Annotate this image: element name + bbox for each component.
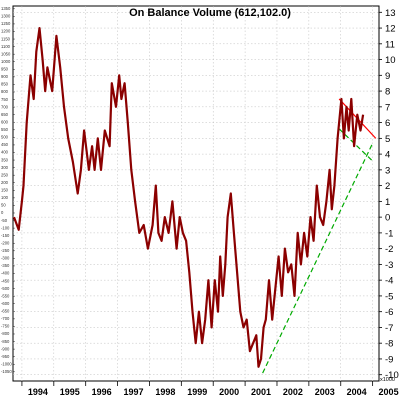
left-tick-label: 800 — [1, 89, 9, 94]
right-tick-label: 13 — [385, 8, 396, 19]
left-tick-label: 400 — [1, 150, 9, 155]
right-tick-label: 2 — [385, 181, 390, 192]
left-tick-label: 550 — [1, 127, 9, 132]
right-tick-label: -8 — [385, 339, 393, 350]
x-tick-label: 2004 — [347, 387, 367, 397]
left-tick-label: 1350 — [1, 6, 11, 11]
right-tick-label: -6 — [385, 307, 393, 318]
right-tick-label: -5 — [385, 291, 393, 302]
right-tick-label: 8 — [385, 87, 390, 98]
left-tick-label: 850 — [1, 82, 9, 87]
right-tick-label: 6 — [385, 118, 390, 129]
left-tick-label: 700 — [1, 104, 9, 109]
left-tick-label: 0 — [1, 210, 4, 215]
left-tick-label: -900 — [1, 346, 10, 351]
x-tick-label: 2005 — [379, 387, 399, 397]
left-axis: 1350130012501200115011001050100095090085… — [1, 6, 15, 374]
left-tick-label: -400 — [1, 271, 10, 276]
right-tick-label: -4 — [385, 276, 393, 287]
left-tick-label: -1000 — [1, 361, 12, 366]
chart-title: On Balance Volume (612,102.0) — [129, 7, 291, 19]
x-tick-label: 2003 — [315, 387, 335, 397]
left-tick-label: 300 — [1, 165, 9, 170]
left-tick-label: -850 — [1, 339, 10, 344]
plot-area — [12, 5, 380, 382]
left-tick-label: 100 — [1, 195, 9, 200]
x-tick-label: 1998 — [155, 387, 175, 397]
left-tick-label: -1050 — [1, 369, 12, 374]
left-tick-label: 150 — [1, 188, 9, 193]
trendline — [262, 144, 373, 374]
left-tick-label: -50 — [1, 218, 8, 223]
x-axis: 1994 1995 1996 1997 1998 1999 2000 2001 2002 2003… — [21, 381, 399, 397]
x-tick-label: 2002 — [283, 387, 303, 397]
left-tick-label: 750 — [1, 97, 9, 102]
left-tick-label: -450 — [1, 278, 10, 283]
right-tick-label: 0 — [385, 213, 390, 224]
left-tick-label: 1300 — [1, 14, 11, 19]
left-tick-label: 600 — [1, 119, 9, 124]
left-tick-label: -700 — [1, 316, 10, 321]
left-tick-label: 50 — [1, 203, 6, 208]
left-tick-label: -250 — [1, 248, 10, 253]
left-tick-label: -800 — [1, 331, 10, 336]
x-tick-label: 1997 — [123, 387, 143, 397]
right-tick-label: 3 — [385, 165, 390, 176]
left-tick-label: -500 — [1, 286, 10, 291]
right-tick-label: 9 — [385, 71, 390, 82]
left-tick-label: -300 — [1, 256, 10, 261]
left-tick-label: -600 — [1, 301, 10, 306]
right-tick-label: 10 — [385, 55, 396, 66]
left-tick-label: 900 — [1, 74, 9, 79]
left-tick-label: -200 — [1, 240, 10, 245]
left-tick-label: 450 — [1, 142, 9, 147]
right-tick-label: -3 — [385, 260, 393, 271]
left-tick-label: 1200 — [1, 29, 11, 34]
left-tick-label: -100 — [1, 225, 10, 230]
left-tick-label: -750 — [1, 324, 10, 329]
left-tick-label: -150 — [1, 233, 10, 238]
left-tick-label: 1000 — [1, 59, 11, 64]
left-tick-label: -350 — [1, 263, 10, 268]
right-tick-label: -9 — [385, 354, 393, 365]
left-tick-label: 1100 — [1, 44, 11, 49]
unit-label: x1000 — [380, 377, 395, 383]
right-tick-label: -10 — [385, 370, 399, 381]
x-tick-label: 2001 — [251, 387, 271, 397]
right-tick-label: 1 — [385, 197, 390, 208]
left-tick-label: 500 — [1, 135, 9, 140]
series-layer — [12, 27, 365, 368]
left-tick-label: -650 — [1, 309, 10, 314]
right-tick-label: -7 — [385, 323, 393, 334]
x-tick-label: 2000 — [219, 387, 239, 397]
x-tick-label: 1999 — [187, 387, 207, 397]
obv-series-line — [12, 27, 365, 368]
right-tick-label: 4 — [385, 150, 390, 161]
left-tick-label: -950 — [1, 354, 10, 359]
right-tick-label: 7 — [385, 102, 390, 113]
right-tick-label: -2 — [385, 244, 393, 255]
left-tick-label: -550 — [1, 293, 10, 298]
right-tick-label: 12 — [385, 24, 396, 35]
x-tick-label: 1994 — [28, 387, 48, 397]
left-tick-label: 250 — [1, 172, 9, 177]
left-tick-label: 200 — [1, 180, 9, 185]
left-tick-label: 350 — [1, 157, 9, 162]
right-tick-label: -1 — [385, 228, 393, 239]
left-tick-label: 1050 — [1, 51, 11, 56]
x-tick-label: 1996 — [92, 387, 112, 397]
right-tick-label: 11 — [385, 39, 395, 50]
left-tick-label: 950 — [1, 67, 9, 72]
left-tick-label: 650 — [1, 112, 9, 117]
left-tick-label: 1150 — [1, 36, 11, 41]
x-tick-label: 1995 — [60, 387, 80, 397]
right-tick-label: 5 — [385, 134, 390, 145]
left-tick-label: 1250 — [1, 21, 11, 26]
